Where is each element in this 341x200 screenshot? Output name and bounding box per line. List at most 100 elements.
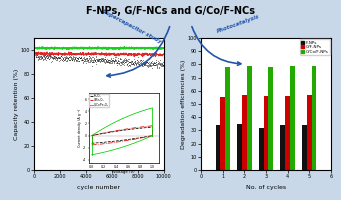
- Point: [81, 56, 86, 59]
- Point: [65, 56, 70, 59]
- Point: [116, 59, 122, 62]
- Point: [116, 61, 121, 64]
- Point: [84, 56, 89, 59]
- Point: [46, 54, 52, 57]
- Point: [44, 54, 50, 57]
- Point: [106, 59, 111, 62]
- Point: [77, 50, 83, 54]
- Point: [92, 58, 98, 61]
- Point: [85, 59, 91, 62]
- Point: [124, 59, 130, 62]
- Point: [153, 63, 159, 66]
- Point: [42, 55, 47, 58]
- Point: [127, 61, 133, 64]
- Point: [36, 56, 42, 60]
- Point: [46, 58, 51, 61]
- Point: [112, 59, 117, 63]
- Point: [50, 55, 56, 58]
- Point: [131, 63, 136, 66]
- Point: [61, 56, 66, 59]
- Point: [74, 56, 80, 60]
- Point: [61, 58, 67, 61]
- Point: [35, 58, 41, 61]
- Point: [44, 53, 50, 57]
- Point: [155, 63, 161, 66]
- Point: [117, 61, 123, 64]
- Point: [85, 58, 91, 62]
- Bar: [264, 96, 268, 170]
- Point: [69, 58, 75, 62]
- Point: [45, 57, 50, 60]
- Point: [147, 64, 152, 67]
- Point: [96, 60, 101, 63]
- Point: [119, 61, 124, 64]
- Point: [45, 56, 50, 59]
- Point: [152, 63, 158, 66]
- Point: [117, 57, 122, 60]
- Point: [40, 53, 45, 57]
- Point: [51, 57, 56, 60]
- Point: [52, 54, 58, 57]
- Point: [74, 57, 79, 60]
- Point: [59, 59, 64, 62]
- Point: [110, 59, 115, 62]
- Point: [64, 56, 70, 59]
- Point: [100, 59, 106, 62]
- Point: [101, 59, 107, 62]
- Point: [94, 57, 100, 61]
- Bar: [280, 125, 285, 170]
- Point: [76, 55, 81, 59]
- Point: [62, 54, 67, 57]
- Point: [113, 61, 118, 64]
- Point: [133, 62, 138, 65]
- Point: [57, 56, 62, 59]
- Point: [93, 56, 99, 59]
- Point: [57, 56, 63, 59]
- Point: [138, 61, 143, 65]
- Point: [43, 56, 48, 59]
- Point: [104, 59, 110, 63]
- Point: [51, 54, 57, 57]
- Point: [122, 60, 128, 63]
- Point: [71, 56, 77, 59]
- Point: [66, 59, 72, 62]
- Point: [36, 54, 42, 57]
- Point: [132, 61, 137, 64]
- Point: [39, 56, 45, 59]
- Point: [115, 61, 120, 64]
- Point: [113, 56, 118, 59]
- Point: [115, 59, 121, 62]
- Point: [146, 62, 151, 65]
- Point: [118, 58, 123, 61]
- Point: [94, 62, 99, 65]
- Point: [71, 57, 76, 61]
- Point: [54, 56, 59, 59]
- Point: [53, 56, 58, 60]
- Point: [75, 57, 80, 60]
- Point: [49, 55, 55, 59]
- Point: [97, 60, 102, 63]
- Point: [40, 57, 46, 60]
- Point: [101, 59, 106, 62]
- Point: [54, 56, 59, 59]
- Bar: [225, 67, 230, 170]
- Point: [84, 59, 90, 62]
- Point: [100, 57, 105, 61]
- Point: [60, 58, 65, 61]
- Point: [153, 60, 159, 63]
- Point: [47, 57, 53, 60]
- Point: [131, 61, 137, 64]
- Point: [154, 64, 160, 67]
- Point: [87, 54, 92, 57]
- Point: [107, 62, 112, 65]
- Point: [98, 59, 103, 62]
- Point: [137, 63, 143, 66]
- Point: [116, 62, 122, 65]
- Point: [38, 56, 43, 59]
- Point: [127, 61, 132, 64]
- Point: [127, 64, 133, 68]
- Point: [137, 62, 142, 66]
- Point: [104, 57, 110, 61]
- Point: [74, 56, 79, 59]
- Text: Photocatalysis: Photocatalysis: [217, 14, 261, 34]
